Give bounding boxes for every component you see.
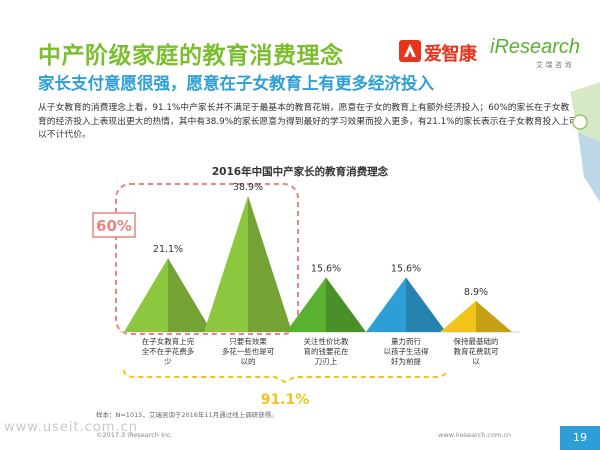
callout-60-bracket (115, 183, 299, 335)
bar-4-right-face (476, 300, 512, 332)
bar-3-category-label-line-1: 以孩子生活得 (384, 346, 429, 356)
bar-2-right-face (326, 277, 366, 332)
bar-4-left-face (440, 300, 476, 332)
copyright-text: ©2017.3 iResearch Inc. (96, 431, 173, 439)
bar-0-category-label-line-1: 全不在乎花费多 (142, 346, 195, 356)
iresearch-logo-subtext: 艾瑞咨询 (536, 61, 574, 69)
watermark-text: www.useit.com.cn (4, 420, 138, 435)
page-title: 中产阶级家庭的教育消费理念 (38, 43, 344, 69)
bar-2-category-label-line-2: 刀刃上 (315, 357, 338, 366)
bar-4-category-label-line-1: 教育花费就可 (454, 346, 499, 356)
bar-1-right-face (248, 195, 292, 332)
bar-1-category-label-line-1: 多花一些也是可 (222, 346, 275, 356)
callout-91-bracket (123, 369, 447, 384)
bar-4-category-label-line-2: 以 (472, 357, 480, 366)
bar-1-left-face (204, 195, 248, 332)
iresearch-logo: iResearch 艾瑞咨询 (490, 34, 580, 74)
bar-3-category-label-line-2: 好为前提 (391, 356, 421, 366)
bar-3-value-label: 15.6% (391, 263, 421, 274)
footnote-source: 样本：N=1015，艾瑞咨询于2016年11月通过线上调研获得。 (96, 411, 278, 419)
page-subtitle: 家长支付意愿很强，愿意在子女教育上有更多经济投入 (38, 74, 434, 93)
bar-3-right-face (406, 277, 446, 332)
callout-60-badge (92, 212, 136, 238)
callout-91-label: 91.1% (261, 392, 310, 408)
bar-3-category-label-line-0: 量力而行 (391, 336, 421, 346)
bar-4-category-label-line-0: 保持最基础的 (454, 336, 499, 346)
bar-0-value-label: 21.1% (153, 244, 183, 255)
bar-1-value-label: 38.9% (233, 182, 263, 193)
bar-1-category-label-line-2: 以的 (241, 356, 256, 366)
bar-0-left-face (124, 258, 168, 332)
bar-2-value-label: 15.6% (311, 263, 341, 274)
bar-2-category-label-line-0: 关注性价比教 (304, 336, 349, 346)
iresearch-logo-text: iResearch (490, 36, 581, 58)
bar-1-category-label-line-0: 只要有效果 (229, 336, 267, 346)
bar-0-category-label-line-2: 少 (164, 357, 172, 366)
bar-2-left-face (286, 277, 326, 332)
page-number: 19 (560, 426, 600, 450)
decorative-side-graphic-icon (570, 82, 600, 202)
bar-3-left-face (366, 277, 406, 332)
description-text: 从子女教育的消费理念上看，91.1%中产家长并不满足于最基本的教育花销，愿意在子… (38, 103, 578, 140)
callout-60-label: 60% (96, 217, 132, 235)
bar-0-category-label-line-0: 在子女教育上完 (142, 336, 195, 346)
aizhikang-logo-text: 爱智康 (424, 44, 477, 65)
aizhikang-logo: 爱智康 (398, 38, 482, 65)
aizhikang-logo-icon (399, 40, 421, 62)
bar-0-right-face (168, 258, 212, 332)
bar-4-value-label: 8.9% (464, 287, 488, 298)
bar-2-category-label-line-1: 育的钱要花在 (304, 346, 349, 356)
chart-title: 2016年中国中产家长的教育消费理念 (211, 166, 389, 178)
website-text: www.iresearch.com.cn (438, 431, 512, 439)
